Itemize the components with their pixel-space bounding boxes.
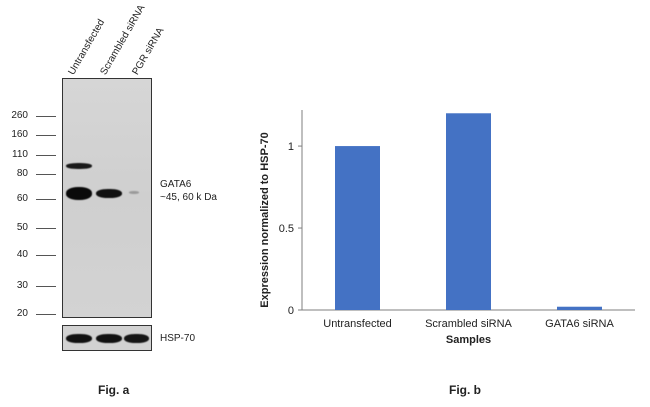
mw-label: 50 — [16, 222, 28, 233]
x-tick-label: GATA6 siRNA — [545, 318, 614, 330]
control-label: HSP-70 — [160, 333, 196, 344]
mw-label: 30 — [16, 280, 28, 291]
blot-image-hsp70 — [62, 325, 152, 351]
mw-tick — [36, 199, 56, 200]
mw-tick — [36, 314, 56, 315]
mw-label: 20 — [16, 308, 28, 319]
mw-tick — [36, 228, 56, 229]
mw-label: 110 — [12, 149, 28, 160]
mw-label: 260 — [11, 110, 28, 121]
mw-label: 60 — [16, 193, 28, 204]
band-pgr-faint — [129, 191, 139, 194]
band-hsp70-scrambled — [96, 334, 122, 343]
band-untransfected-main — [66, 187, 92, 200]
blot-image-gata6 — [62, 78, 152, 318]
mw-label: 80 — [16, 168, 28, 179]
band-hsp70-untransfected — [66, 334, 92, 343]
y-tick-label: 0 — [288, 305, 294, 317]
mw-tick — [36, 116, 56, 117]
figure-b-caption: Fig. b — [449, 383, 481, 397]
target-label-size: ~45, 60 k Da — [160, 192, 217, 203]
mw-tick — [36, 135, 56, 136]
target-label-name: GATA6 — [160, 179, 192, 190]
band-scrambled-main — [96, 189, 122, 198]
x-tick-label: Untransfected — [323, 318, 391, 330]
x-tick-label: Scrambled siRNA — [425, 318, 512, 330]
mw-tick — [36, 174, 56, 175]
band-untransfected-upper — [66, 163, 92, 169]
mw-tick — [36, 286, 56, 287]
chart-bars — [335, 113, 602, 310]
y-tick-label: 1 — [288, 141, 294, 153]
mw-tick — [36, 155, 56, 156]
chart-labels: 0 0.5 1 Untransfected Scrambled siRNA GATA6 s… — [259, 132, 614, 346]
bar-scrambled-sirna — [446, 113, 491, 310]
mw-label: 160 — [11, 129, 28, 140]
y-tick-label: 0.5 — [279, 223, 294, 235]
bar-untransfected — [335, 146, 380, 310]
bar-gata6-sirna — [557, 306, 602, 310]
band-hsp70-pgr — [124, 334, 149, 343]
x-axis-title: Samples — [446, 334, 491, 346]
figure-a-caption: Fig. a — [98, 383, 130, 397]
mw-label: 40 — [16, 249, 28, 260]
y-axis-title: Expression normalized to HSP-70 — [259, 132, 271, 307]
mw-tick — [36, 255, 56, 256]
